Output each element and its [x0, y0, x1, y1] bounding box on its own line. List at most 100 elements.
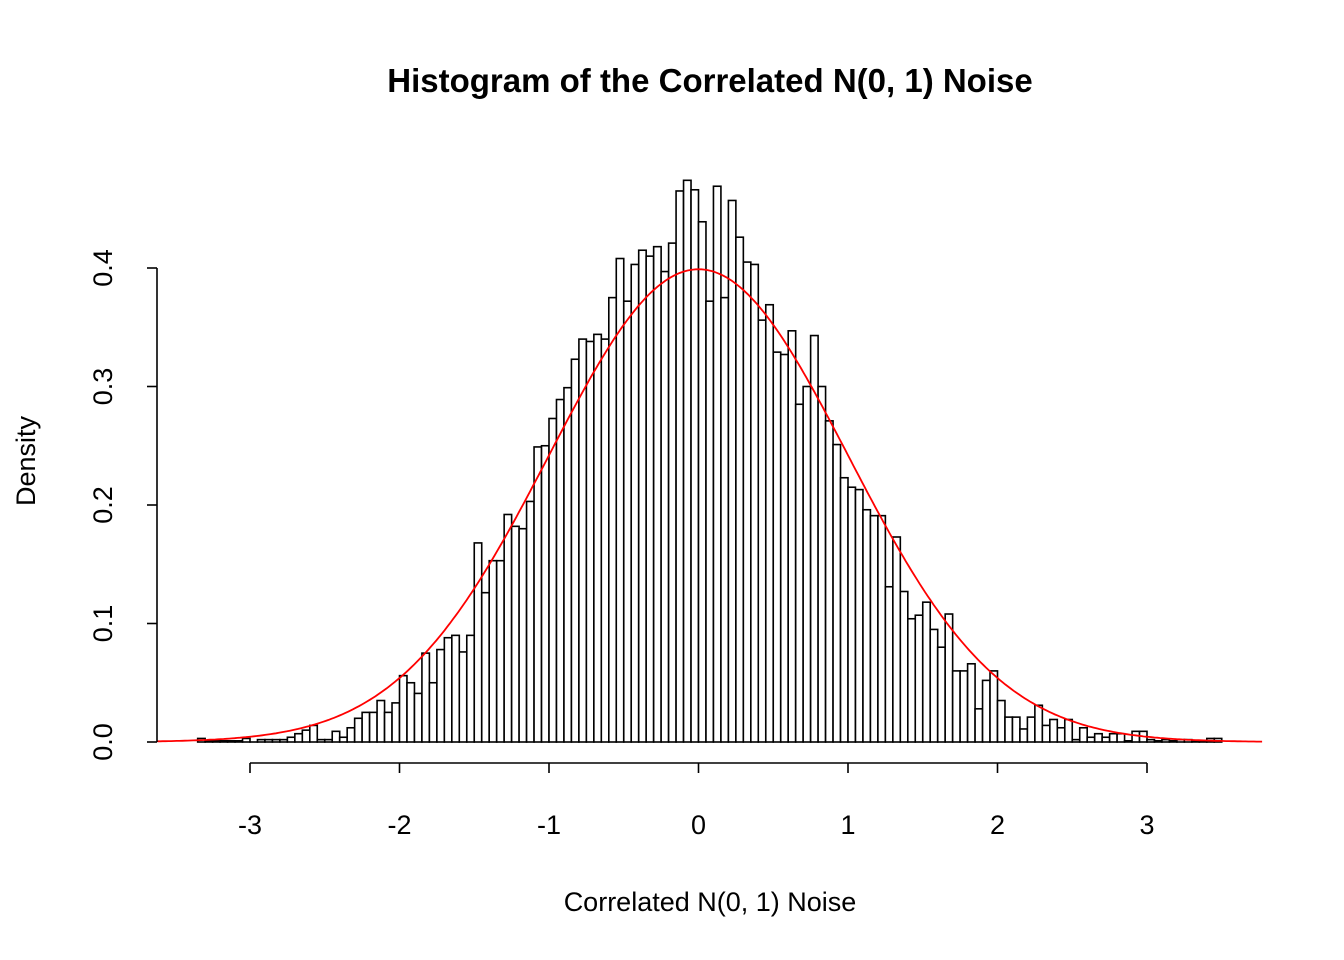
histogram-bar	[1101, 736, 1111, 743]
histogram-bar	[735, 236, 745, 743]
histogram-bar	[869, 514, 879, 743]
histogram-bar	[570, 358, 580, 743]
histogram-bar	[518, 527, 528, 743]
histogram-bar	[914, 614, 924, 743]
histogram-bar	[428, 681, 438, 743]
histogram-bar	[742, 261, 752, 743]
histogram-bar	[503, 513, 513, 743]
histogram-bar	[540, 444, 550, 743]
histogram-bar	[951, 670, 961, 743]
histogram-bar	[1034, 704, 1044, 743]
histogram-bar	[353, 717, 363, 743]
y-tick-label: 0.0	[88, 723, 118, 761]
histogram-bar	[563, 386, 573, 743]
histogram-bar	[802, 385, 812, 743]
histogram-bar	[585, 340, 595, 743]
histogram-bar	[1041, 724, 1051, 743]
histogram-bar	[241, 737, 251, 743]
histogram-bar	[974, 708, 984, 743]
histogram-bar	[533, 446, 543, 743]
histogram-bar	[473, 542, 483, 743]
histogram-bar	[406, 681, 416, 743]
histogram-bar	[458, 651, 468, 743]
histogram-bars	[196, 179, 1223, 743]
histogram-bar	[219, 740, 229, 743]
histogram-bar	[578, 338, 588, 743]
histogram-bar	[944, 613, 954, 743]
histogram-bar	[1049, 718, 1059, 743]
histogram-bar	[316, 738, 326, 743]
x-axis: -3 -2 -1 0 1 2 3	[238, 762, 1155, 840]
histogram-bar	[690, 188, 700, 743]
histogram-bar	[645, 255, 655, 743]
x-axis-label: Correlated N(0, 1) Noise	[564, 887, 857, 917]
histogram-bar	[794, 403, 804, 743]
histogram-bar	[398, 674, 408, 743]
histogram-bar	[1026, 716, 1036, 743]
histogram-bar	[421, 652, 431, 743]
histogram-bar	[391, 702, 401, 743]
histogram-bar	[682, 179, 692, 743]
histogram-bar	[862, 508, 872, 743]
histogram-bar	[338, 736, 348, 743]
histogram-bar	[839, 476, 849, 743]
x-tick-label: -1	[537, 810, 561, 840]
x-tick-label: 2	[990, 810, 1005, 840]
histogram-bar	[443, 636, 453, 743]
histogram-bar	[847, 486, 857, 743]
histogram-bar	[331, 730, 341, 743]
x-tick-label: 3	[1139, 810, 1154, 840]
histogram-bar	[705, 300, 715, 743]
histogram-bar	[1063, 718, 1074, 743]
histogram-bar	[906, 617, 917, 743]
histogram-bar	[652, 245, 662, 743]
histogram-bar	[1056, 726, 1066, 743]
histogram-bar	[757, 319, 767, 743]
histogram-bar	[779, 353, 789, 743]
histogram-bar	[884, 585, 894, 743]
x-tick-label: -3	[238, 810, 262, 840]
histogram-bar	[226, 740, 236, 743]
histogram-bar	[854, 488, 864, 743]
histogram-bar	[1071, 738, 1081, 743]
histogram-bar	[817, 385, 827, 743]
histogram-bar	[832, 443, 842, 743]
histogram-bar	[465, 634, 476, 743]
histogram-bar	[959, 670, 969, 743]
histogram-bar	[488, 559, 498, 743]
histogram-bar	[936, 646, 946, 743]
histogram-bar	[921, 601, 932, 743]
histogram-bar	[555, 398, 565, 743]
histogram-bar	[256, 738, 266, 743]
histogram-bar	[383, 711, 393, 743]
histogram-bar	[323, 738, 334, 743]
histogram-bar	[1108, 732, 1118, 743]
histogram-bar	[279, 738, 289, 743]
histogram-bar	[622, 300, 633, 743]
histogram-bar	[787, 330, 797, 743]
histogram-bar	[413, 692, 423, 743]
histogram-bar	[271, 738, 281, 743]
histogram-bar	[929, 628, 939, 743]
histogram-bar	[361, 711, 371, 743]
histogram-bar	[451, 634, 461, 743]
histogram-bar	[764, 303, 775, 743]
histogram-bar	[1168, 740, 1178, 743]
histogram-bar	[525, 500, 535, 743]
histogram-bar	[346, 726, 356, 743]
histogram-bar	[510, 525, 520, 743]
histogram-bar	[1153, 740, 1163, 743]
histogram-bar	[966, 662, 976, 743]
histogram-bar	[211, 740, 221, 743]
histogram-bar	[600, 338, 610, 743]
histogram-bar	[264, 738, 274, 743]
histogram-bar	[607, 296, 618, 743]
histogram-bar	[376, 699, 386, 743]
histogram-bar	[772, 351, 782, 743]
histogram-bar	[989, 670, 999, 743]
histogram-bar	[593, 333, 603, 743]
histogram-bar	[824, 420, 834, 743]
histogram-bar	[301, 729, 311, 743]
x-tick-label: -2	[387, 810, 411, 840]
